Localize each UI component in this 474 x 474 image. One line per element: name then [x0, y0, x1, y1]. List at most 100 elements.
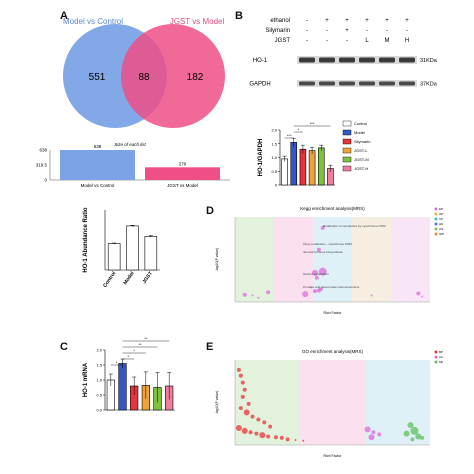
blot-condition-mark: -: [326, 38, 328, 44]
list-size-chart: Size of each list 638 319.5 0 638 Model vs Co…: [36, 142, 230, 188]
legend-swatch: [342, 156, 352, 163]
legend-swatch: [342, 129, 352, 136]
blot-band: [339, 57, 355, 63]
y-axis-label: -log10(P value): [215, 248, 219, 272]
data-point: [403, 430, 410, 437]
venn-right-circle: [121, 24, 225, 128]
y-tick-label: 1.5: [271, 141, 277, 146]
legend-swatch: [342, 147, 352, 154]
y-axis-label: HO-1 Abundance Ratio: [83, 207, 89, 272]
legend-swatch: [342, 165, 352, 172]
data-point: [279, 435, 284, 440]
data-point: [312, 289, 317, 294]
blot-membrane: [297, 56, 417, 64]
go-bubble-chart: GO enrichment analysis(MRS) Rich Factor -l…: [215, 349, 444, 458]
data-point: [248, 430, 253, 435]
bar: [144, 236, 158, 271]
blot-band-label: HO-1: [253, 58, 268, 64]
data-point: [316, 247, 321, 252]
bar: [126, 225, 139, 271]
data-point: [410, 437, 415, 442]
venn-right-only-count: 182: [187, 72, 204, 83]
data-point: [236, 367, 241, 372]
x-tick-label: Control: [102, 270, 117, 289]
data-point: [235, 425, 242, 431]
blot-condition-mark: M: [385, 38, 390, 44]
x-tick-label: Model vs Control: [81, 183, 115, 188]
bar: [281, 158, 288, 186]
data-point: [302, 291, 309, 298]
blot-condition-mark: +: [345, 18, 349, 24]
data-point: [294, 439, 297, 442]
bar: [118, 363, 127, 411]
panel-label-e: E: [206, 341, 214, 353]
legend-label: JGST-L: [354, 148, 368, 153]
x-tick-label: JGST vs Model: [167, 183, 198, 188]
blot-condition-mark: L: [365, 38, 369, 44]
legend-swatch: [434, 355, 438, 359]
bar: [60, 150, 135, 180]
bar: [145, 167, 220, 180]
blot-membrane: [297, 80, 417, 87]
significance-label: *: [128, 354, 130, 359]
data-point: [421, 295, 424, 298]
blot-size-label: 31KDa: [420, 58, 438, 64]
y-tick-label: 0: [44, 178, 47, 183]
panel-label-d: D: [206, 205, 214, 217]
data-label: 270: [179, 161, 187, 166]
data-point: [251, 294, 254, 297]
data-point: [243, 409, 250, 416]
kegg-bubble-chart: Kegg enrichment analysis(MRS) Rich Factor…: [215, 206, 444, 315]
x-axis-label: Rich Factor: [324, 311, 343, 315]
legend-label: JGST-H: [354, 166, 368, 171]
data-point: [318, 267, 327, 276]
category-band: [365, 360, 430, 445]
y-tick-label: 0: [275, 183, 278, 188]
data-point: [310, 286, 313, 289]
blot-band: [399, 57, 415, 63]
data-point: [314, 275, 319, 280]
y-tick-label: 1.0: [96, 378, 102, 383]
pathway-annotation: Drug metabolism - cytochrome P450: [303, 242, 352, 246]
data-point: [254, 431, 259, 436]
legend-swatch: [342, 120, 352, 127]
legend-label: MF: [439, 360, 443, 364]
panel-label-c: C: [60, 341, 68, 353]
blot-condition-mark: -: [386, 28, 388, 34]
category-band: [352, 217, 391, 302]
legend-swatch: [434, 350, 438, 354]
chart-title: Kegg enrichment analysis(MRS): [300, 206, 365, 211]
significance-label: ***: [287, 133, 292, 138]
data-point: [407, 422, 414, 429]
y-axis-label: -log10(P value): [215, 391, 219, 415]
data-point: [370, 294, 373, 297]
blot-condition-mark: -: [406, 28, 408, 34]
significance-label: **: [138, 342, 142, 347]
y-tick-label: 638: [39, 148, 47, 153]
blot-band: [379, 57, 395, 63]
y-tick-label: 2.0: [96, 348, 102, 353]
venn-overlap-count: 88: [138, 72, 150, 83]
data-point: [415, 433, 422, 440]
data-point: [416, 291, 421, 296]
panel-label-a: A: [60, 10, 68, 22]
data-point: [285, 437, 290, 442]
y-tick-label: 1.0: [271, 155, 277, 160]
data-point: [250, 414, 255, 419]
blot-band: [379, 81, 395, 86]
data-point: [240, 394, 245, 399]
blot-row-label: Silymarin: [265, 28, 290, 34]
y-tick-label: 0.5: [96, 393, 102, 398]
blot-condition-mark: +: [385, 18, 389, 24]
blot-band: [319, 57, 335, 63]
data-point: [242, 387, 247, 392]
chart-title: GO enrichment analysis(MRS): [302, 349, 364, 354]
blot-condition-mark: +: [325, 18, 329, 24]
y-axis-label: HO-1 mRNA: [83, 362, 89, 397]
data-point: [256, 417, 261, 422]
abundance-ratio-chart: HO-1 Abundance Ratio Control Model JGST: [83, 207, 160, 289]
y-tick-label: 0.5: [271, 169, 277, 174]
legend-label: OS: [439, 227, 443, 231]
data-label: 638: [94, 144, 102, 149]
blot-condition-mark: -: [366, 28, 368, 34]
